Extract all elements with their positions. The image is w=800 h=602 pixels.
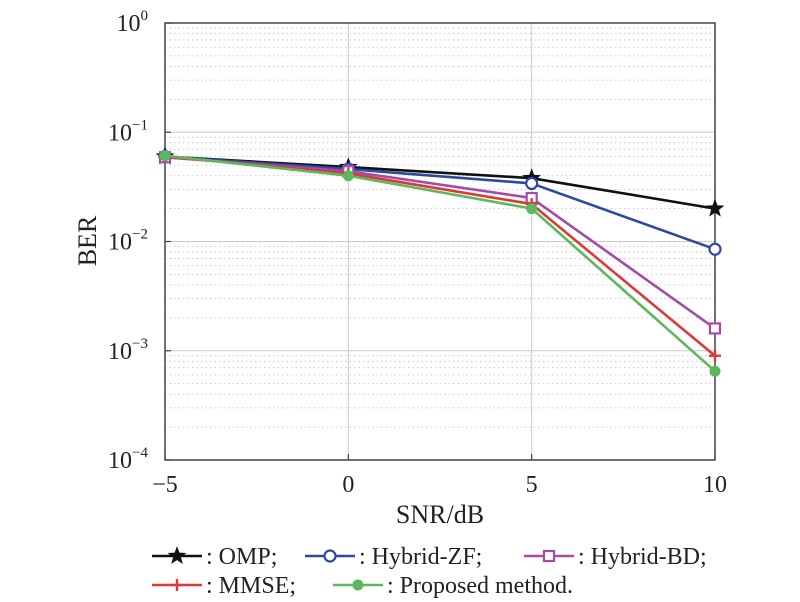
series-4 <box>159 150 721 377</box>
data-point <box>342 170 354 182</box>
data-point <box>159 150 171 162</box>
legend-item: : MMSE; <box>152 573 296 599</box>
legend-item: : OMP; <box>152 544 277 570</box>
data-point <box>708 322 722 335</box>
legend-marker <box>352 579 364 591</box>
series-line <box>164 155 716 330</box>
y-tick-label: 10−1 <box>108 117 148 146</box>
y-axis-label: BER <box>73 215 102 266</box>
legend-marker <box>171 579 183 591</box>
axis-ticks: −5 0 5 10 100 10−1 10−2 10−3 10−4 <box>108 8 727 498</box>
y-tick-label: 10−4 <box>108 445 148 474</box>
legend-item: : Hybrid-BD; <box>524 544 707 570</box>
data-point <box>708 242 722 256</box>
y-tick-label: 10−2 <box>108 227 148 256</box>
x-tick-label: 10 <box>703 472 727 498</box>
x-tick-label: 0 <box>342 472 354 498</box>
legend-label: : OMP; <box>206 544 277 570</box>
legend-marker <box>323 549 337 563</box>
data-point <box>705 198 725 217</box>
y-tick-label: 100 <box>117 8 149 37</box>
legend-label: : Hybrid-ZF; <box>359 544 482 570</box>
series-0 <box>155 146 725 217</box>
legend-label: : Proposed method. <box>387 573 573 599</box>
series <box>155 146 725 377</box>
series-line <box>164 155 716 357</box>
legend-marker <box>542 549 556 563</box>
legend-item: : Hybrid-ZF; <box>305 544 482 570</box>
x-tick-label: −5 <box>152 472 178 498</box>
data-point <box>526 203 538 215</box>
legend-label: : Hybrid-BD; <box>578 544 707 570</box>
y-tick-label: 10−3 <box>108 336 148 365</box>
series-2 <box>158 151 722 335</box>
grid <box>165 23 715 460</box>
series-1 <box>158 149 722 256</box>
x-tick-label: 5 <box>526 472 538 498</box>
x-axis-label: SNR/dB <box>396 500 484 529</box>
data-point <box>709 365 721 377</box>
legend-label: : MMSE; <box>206 573 296 599</box>
series-3 <box>159 150 721 362</box>
data-point <box>525 176 539 191</box>
series-line <box>164 154 716 373</box>
data-point <box>709 349 721 362</box>
series-line <box>164 155 716 251</box>
legend: : OMP; : Hybrid-ZF; : Hybrid-BD; : MMSE; : P… <box>152 544 707 599</box>
legend-item: : Proposed method. <box>333 573 573 599</box>
legend-marker <box>167 546 187 564</box>
